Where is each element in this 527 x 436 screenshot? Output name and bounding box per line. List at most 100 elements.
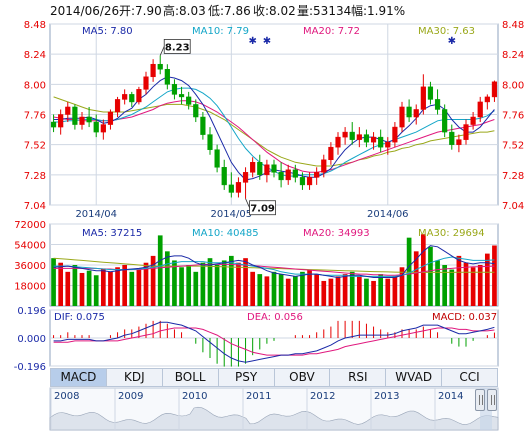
macd-lines bbox=[53, 321, 495, 363]
tab-kdj[interactable]: KDJ bbox=[107, 369, 163, 386]
price-ytick-label-right: 7.28 bbox=[502, 171, 524, 182]
price-ytick-label: 7.76 bbox=[24, 111, 46, 122]
candle-body bbox=[306, 177, 313, 186]
candle-body bbox=[178, 94, 185, 98]
overview-left-handle[interactable] bbox=[475, 389, 485, 411]
volume-bar bbox=[136, 269, 142, 306]
tab-wvad[interactable]: WVAD bbox=[386, 369, 443, 386]
price-legend-ma30: MA30: 7.63 bbox=[418, 26, 475, 37]
volume-bar bbox=[442, 265, 448, 306]
volume-legend-ma5: MA5: 37215 bbox=[82, 228, 142, 239]
volume-bar bbox=[143, 262, 149, 306]
candle-body bbox=[79, 116, 85, 125]
candle-body bbox=[207, 134, 213, 150]
price-ytick-label-right: 8.00 bbox=[502, 80, 524, 91]
volume-ytick-label: 36000 bbox=[14, 261, 46, 272]
open-label: 开: bbox=[119, 4, 135, 18]
volume-bar bbox=[484, 253, 490, 306]
annotation-box bbox=[249, 200, 276, 216]
candle-body bbox=[86, 116, 92, 123]
price-legend-ma10: MA10: 7.79 bbox=[192, 26, 249, 37]
volume-bar bbox=[314, 274, 320, 306]
volume-bar bbox=[100, 268, 106, 306]
volume-bar bbox=[342, 274, 348, 306]
annotation-label: 8.23 bbox=[165, 42, 190, 53]
overview-right-handle[interactable] bbox=[487, 389, 497, 411]
volume-bar bbox=[271, 271, 277, 306]
volume-bar bbox=[186, 265, 192, 306]
change-label: 幅: bbox=[351, 3, 367, 18]
price-ytick-label-right: 8.24 bbox=[502, 50, 524, 61]
volume-bar bbox=[435, 260, 440, 306]
volume-bar bbox=[157, 235, 163, 306]
price-yticks-right: 8.48 8.24 8.00 7.76 7.52 7.28 7.04 bbox=[502, 20, 524, 212]
tab-rsi[interactable]: RSI bbox=[330, 369, 387, 386]
volume-bar bbox=[264, 276, 270, 306]
candle-body bbox=[157, 63, 163, 70]
header-date: 2014/06/26 bbox=[50, 4, 119, 18]
annotation-leader bbox=[159, 46, 165, 56]
candle-body bbox=[221, 167, 227, 186]
price-xtick-label: 2014/06 bbox=[367, 209, 409, 220]
candle-body bbox=[143, 76, 149, 90]
candle-body bbox=[114, 99, 121, 113]
price-ytick-label: 7.52 bbox=[24, 141, 46, 152]
macd-ytick-label: -0.196 bbox=[14, 362, 46, 373]
volume-bar bbox=[292, 276, 298, 306]
macd-ytick-label: 0.196 bbox=[17, 306, 46, 317]
volume-bar bbox=[236, 262, 241, 306]
price-yticks-left: 8.48 8.24 8.00 7.76 7.52 7.28 7.04 bbox=[24, 20, 46, 212]
volume-bar bbox=[335, 276, 341, 306]
volume-bar bbox=[193, 271, 199, 306]
volume-bar bbox=[456, 255, 462, 306]
candle-body bbox=[278, 172, 284, 181]
event-marker-icon: ✱ bbox=[248, 36, 256, 47]
volume-bar bbox=[86, 270, 92, 306]
candle-body bbox=[363, 134, 370, 143]
volume-bar bbox=[300, 271, 305, 306]
volume-bar bbox=[413, 251, 419, 306]
volume-bar bbox=[200, 262, 206, 306]
macd-yticks: 0.196 0.000 -0.196 bbox=[14, 306, 46, 373]
volume-bar bbox=[364, 278, 369, 306]
candle-body bbox=[349, 131, 355, 140]
volume-bar bbox=[328, 278, 334, 306]
volume-bar bbox=[228, 255, 234, 306]
volume-bar bbox=[150, 255, 156, 306]
indicator-tabs: MACD KDJ BOLL PSY OBV RSI WVAD CCI bbox=[50, 368, 498, 387]
overview-year-label: 2011 bbox=[246, 391, 271, 402]
header-open: 开:7.90 bbox=[119, 4, 162, 18]
tab-cci[interactable]: CCI bbox=[459, 370, 480, 384]
volume-bar bbox=[257, 274, 263, 306]
overview-year-label: 2012 bbox=[310, 391, 335, 402]
volume-ytick-label: 54000 bbox=[14, 241, 46, 252]
header-volume: 量:53134 bbox=[297, 4, 351, 18]
header-change: 幅:1.91% bbox=[351, 3, 405, 18]
volume-bar bbox=[492, 245, 497, 306]
volume-bar bbox=[321, 280, 327, 306]
volume-bar bbox=[122, 265, 128, 306]
low-label: 低: bbox=[208, 4, 224, 18]
volume-yticks: 72000 54000 36000 18000 bbox=[14, 220, 46, 293]
candle-body bbox=[136, 89, 142, 103]
price-ytick-label: 8.24 bbox=[24, 50, 46, 61]
price-xlabels: 2014/04 2014/05 2014/06 bbox=[75, 209, 408, 220]
candle-body bbox=[58, 114, 64, 128]
macd-dea-line bbox=[53, 327, 495, 356]
tab-psy[interactable]: PSY bbox=[219, 369, 275, 386]
price-ytick-label: 7.28 bbox=[24, 171, 46, 182]
tab-macd[interactable]: MACD bbox=[51, 369, 107, 386]
candle-body bbox=[93, 121, 99, 133]
tab-obv[interactable]: OBV bbox=[275, 369, 331, 386]
volume-bar bbox=[214, 265, 220, 306]
price-ytick-label-right: 7.76 bbox=[502, 111, 524, 122]
candle-body bbox=[470, 116, 476, 125]
candle-body bbox=[186, 96, 192, 105]
candle-body bbox=[356, 134, 362, 140]
macd-legend-macd: MACD: 0.037 bbox=[432, 312, 497, 323]
candle-body bbox=[171, 84, 178, 95]
tab-boll[interactable]: BOLL bbox=[163, 369, 219, 386]
volume-legend-ma20: MA20: 34993 bbox=[303, 228, 370, 239]
candle-body bbox=[406, 106, 412, 118]
volume-bar bbox=[420, 234, 426, 306]
